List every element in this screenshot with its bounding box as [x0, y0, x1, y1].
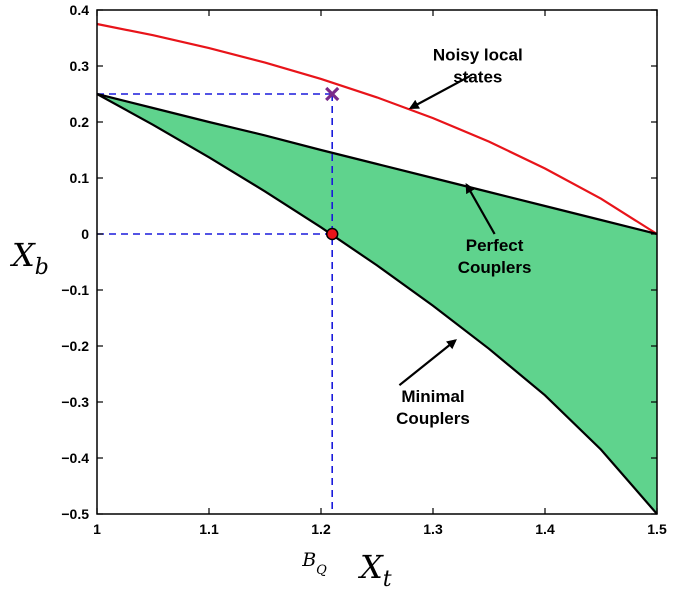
y-tick-label: −0.2: [61, 338, 89, 354]
x-tick-label: 1: [93, 521, 101, 537]
bq-label-main: B: [301, 549, 316, 571]
x-tick-label: 1.2: [311, 521, 331, 537]
annotation-layer: Noisy local states Perfect Couplers Minimal C…: [396, 45, 531, 428]
annotation-arrow-0: [408, 75, 471, 109]
y-tick-label: 0.4: [70, 2, 90, 18]
feasible-region-layer: [97, 94, 657, 514]
y-axis-label-main: X: [9, 236, 36, 274]
dot-marker: [325, 227, 339, 241]
x-tick-label: 1.1: [199, 521, 219, 537]
y-tick-label: −0.4: [61, 450, 89, 466]
axes-layer: 1 1.1 1.2 1.3 1.4 1.5 0.4 0.3 0.2 0.1 0 −0.1 −0.2 −0.…: [9, 2, 667, 590]
series-line-1: [96, 92, 658, 236]
annotation-line: Perfect: [466, 236, 524, 255]
annotation-line: Noisy local: [433, 45, 523, 64]
x-tick-label: 1.5: [647, 521, 667, 537]
x-axis-label-sub: t: [383, 567, 392, 590]
annotation-line: Couplers: [396, 409, 470, 428]
plot-frame: [96, 9, 658, 515]
guide-lines-layer: [97, 93, 334, 514]
cross-marker: [325, 86, 340, 102]
annotation-line: states: [453, 67, 502, 86]
y-tick-label: 0.3: [70, 58, 90, 74]
y-axis-label-sub: b: [35, 255, 49, 280]
x-tick-label: 1.4: [535, 521, 555, 537]
y-tick-label: −0.1: [61, 282, 89, 298]
annotation-label-0: Noisy local states: [433, 45, 523, 86]
x-tick-label: 1.3: [423, 521, 443, 537]
y-tick-label: 0: [81, 226, 89, 242]
annotation-arrow-1: [465, 182, 496, 235]
y-tick-label: 0.2: [70, 114, 90, 130]
series-line-2: [96, 93, 658, 515]
bq-label-sub: Q: [316, 563, 327, 578]
y-tick-label: −0.3: [61, 394, 89, 410]
annotation-label-1: Perfect Couplers: [458, 236, 532, 277]
series-line-0: [96, 22, 658, 235]
annotation-arrow-2: [398, 339, 457, 387]
annotation-label-2: Minimal Couplers: [396, 387, 470, 428]
x-axis-label-main: X: [357, 548, 384, 586]
y-tick-label: 0.1: [70, 170, 90, 186]
y-axis-label: Xb: [9, 236, 49, 280]
marker-layer: [325, 86, 340, 241]
series-layer: [96, 22, 658, 515]
bq-label: BQ: [301, 549, 327, 578]
x-axis-label: Xt: [357, 548, 392, 590]
annotation-line: Minimal: [401, 387, 464, 406]
feasible-region: [97, 94, 657, 514]
y-tick-label: −0.5: [61, 506, 89, 522]
annotation-line: Couplers: [458, 258, 532, 277]
